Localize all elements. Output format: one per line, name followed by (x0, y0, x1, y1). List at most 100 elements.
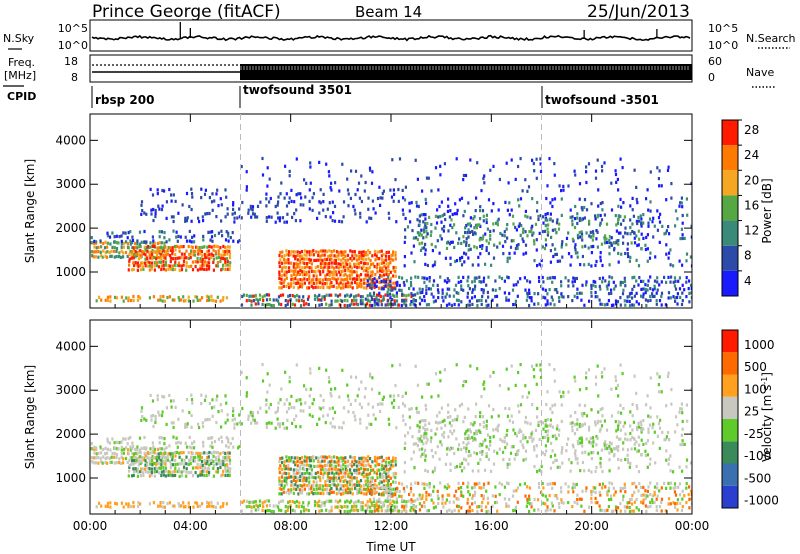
power-cell (348, 281, 351, 285)
power-cell (117, 241, 120, 245)
velocity-cell (553, 482, 556, 486)
velocity-cell (485, 426, 488, 431)
velocity-cell (136, 445, 139, 449)
velocity-cell (270, 509, 273, 514)
velocity-cell (482, 485, 485, 490)
power-cell (197, 252, 200, 256)
velocity-cell (102, 455, 105, 459)
velocity-cell (565, 442, 569, 446)
power-cell (531, 224, 534, 228)
power-cell (146, 264, 149, 268)
velocity-cell (342, 467, 345, 471)
power-cell (272, 304, 275, 308)
power-cell (139, 296, 142, 300)
power-cell (658, 283, 661, 287)
velocity-cell (462, 481, 465, 485)
velocity-cell (388, 463, 391, 467)
power-cell (191, 235, 194, 239)
power-cell (199, 257, 202, 261)
power-cell (269, 196, 272, 201)
power-cell (594, 284, 597, 289)
power-cell (519, 197, 523, 201)
power-cell (301, 282, 304, 286)
power-cell (160, 264, 163, 268)
power-cell (186, 216, 189, 220)
velocity-cell (208, 459, 211, 463)
power-cell (649, 251, 652, 255)
power-cell (344, 265, 347, 269)
velocity-cell (451, 446, 454, 450)
velocity-cell (268, 383, 271, 387)
power-cell (328, 282, 332, 286)
velocity-cell (293, 500, 296, 505)
power-cell (476, 304, 479, 308)
velocity-cell (645, 441, 648, 446)
power-cell (422, 220, 425, 224)
power-cell (219, 259, 222, 263)
velocity-cell (536, 470, 539, 474)
velocity-cell (637, 508, 640, 512)
velocity-cell (294, 456, 297, 460)
power-cell (212, 260, 215, 264)
power-cell (510, 239, 513, 243)
velocity-cell (626, 458, 629, 462)
power-cell (468, 230, 471, 234)
power-cell (307, 295, 310, 299)
velocity-cell (143, 446, 146, 450)
power-cell (466, 279, 469, 283)
power-cell (126, 254, 129, 258)
velocity-cell (100, 504, 103, 508)
velocity-cell (655, 508, 658, 512)
velocity-cell (275, 504, 278, 508)
power-cell (576, 251, 579, 255)
velocity-cell (423, 482, 426, 486)
velocity-cell (176, 462, 179, 466)
velocity-cell (360, 405, 363, 410)
velocity-cell (555, 458, 558, 462)
power-cell (283, 265, 286, 269)
power-cell (596, 158, 599, 162)
power-cell (178, 298, 181, 302)
power-cell (393, 302, 396, 306)
velocity-cell (308, 472, 311, 476)
velocity-cell (322, 492, 325, 496)
velocity-cell (457, 504, 460, 509)
power-cell (353, 253, 357, 257)
velocity-cell (551, 434, 554, 438)
power-cell (468, 243, 471, 248)
power-cell (398, 288, 401, 292)
velocity-cell (265, 425, 268, 429)
velocity-cell (594, 501, 597, 505)
power-cell (122, 299, 125, 303)
velocity-cell (203, 458, 206, 463)
power-cell (631, 296, 634, 300)
power-cell (294, 269, 297, 273)
power-cell (211, 192, 214, 196)
power-cell (410, 276, 413, 280)
velocity-cell (344, 467, 347, 472)
power-cell (365, 220, 368, 224)
power-cell (341, 299, 344, 303)
power-cell (403, 198, 407, 202)
power-cell (373, 281, 377, 285)
power-cell (126, 242, 130, 246)
power-cell (299, 203, 302, 207)
power-cell (425, 277, 429, 281)
velocity-cell (183, 458, 186, 462)
power-cell (299, 219, 302, 223)
power-cell (314, 265, 317, 269)
power-cell (478, 238, 481, 242)
power-cell (600, 164, 604, 169)
power-cell (322, 286, 325, 290)
velocity-cell (353, 476, 356, 480)
velocity-cell (358, 471, 361, 475)
power-cell (635, 279, 638, 283)
velocity-cell (387, 471, 390, 475)
velocity-cell (93, 445, 96, 449)
velocity-cell (226, 458, 229, 462)
power-cell (304, 272, 307, 277)
velocity-cell (139, 459, 142, 463)
power-cell (382, 261, 385, 265)
velocity-cell (361, 508, 364, 512)
